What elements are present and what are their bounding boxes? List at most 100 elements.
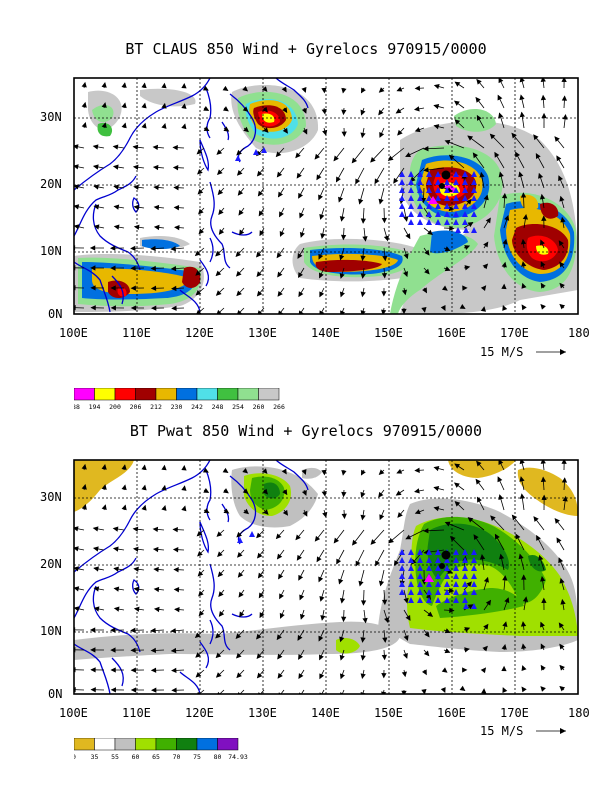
panel2-wind-arrowhead	[299, 613, 306, 620]
panel2-wind-arrowhead	[421, 689, 427, 694]
panel2-wind-vector	[114, 568, 125, 571]
panel2-gyreloc-triangle	[471, 589, 477, 595]
panel2-wind-arrowhead	[172, 526, 178, 533]
panel1-wind-arrowhead	[476, 114, 482, 121]
panel2-wind-vector	[443, 569, 453, 574]
panel1-gyreloc-triangle	[444, 195, 450, 201]
panel1-wind-vector	[340, 307, 345, 314]
panel2-wind-vector	[483, 646, 488, 651]
panel2-wind-arrowhead	[519, 493, 526, 499]
panel2-wind-vector	[483, 577, 489, 591]
panel2-wind-arrowhead	[444, 521, 451, 527]
panel1-wind-arrowhead	[141, 82, 147, 89]
panel1-wind-arrowhead	[302, 128, 308, 135]
panel2-wind-vector	[318, 629, 325, 641]
panel1-wind-vector	[379, 187, 385, 204]
panel2-wind-arrowhead	[320, 615, 326, 621]
panel1-ytick-10n: 10N	[40, 244, 62, 258]
panel2-wind-vector	[133, 548, 145, 551]
panel1-wind-arrowhead	[497, 94, 503, 101]
panel1-wind-arrowhead	[562, 114, 568, 120]
panel2-gyreloc-triangle	[408, 565, 414, 571]
panel2-wind-arrowhead	[197, 550, 203, 557]
panel1-wind-vector	[423, 267, 430, 275]
panel1-gyreloc-triangle	[408, 179, 414, 185]
panel1-xtick-170e: 170E	[500, 326, 529, 340]
panel2-wind-vector	[454, 463, 465, 471]
panel2-wind-arrowhead	[153, 566, 159, 573]
panel2-wind-vector	[512, 514, 525, 531]
panel2-wind-vector	[396, 489, 405, 496]
panel2-gyreloc-triangle	[435, 557, 441, 563]
panel2-wind-arrowhead	[81, 463, 87, 470]
panel2-wind-arrowhead	[449, 607, 455, 613]
panel2-wind-arrowhead	[74, 606, 80, 612]
panel2-colorbar-swatch	[217, 738, 239, 751]
panel1-wind-vector	[295, 147, 305, 158]
panel1-wind-vector	[171, 287, 185, 290]
panel2-xtick-160e: 160E	[437, 706, 466, 720]
panel2-wind-arrowhead	[341, 491, 347, 498]
panel2-wind-arrowhead	[202, 467, 209, 473]
panel1-wind-arrowhead	[74, 204, 80, 210]
panel2-wind-arrowhead	[150, 667, 157, 673]
panel1-wind-vector	[237, 307, 245, 314]
panel1-wind-arrowhead	[81, 122, 87, 128]
panel1-wind-vector	[223, 127, 229, 132]
panel1-wind-arrowhead	[554, 136, 560, 142]
panel2-wind-arrowhead	[381, 691, 387, 694]
panel2-wind-vector	[434, 507, 445, 511]
panel1-wind-arrowhead	[479, 171, 485, 178]
panel1-wind-vector	[263, 127, 269, 133]
panel2-wind-vector	[259, 609, 265, 618]
panel2-wind-arrowhead	[559, 577, 565, 584]
panel2-wind-vector	[542, 477, 545, 491]
panel1-wind-vector	[396, 107, 405, 114]
panel1-wind-vector	[256, 247, 265, 258]
panel2-wind-arrowhead	[338, 578, 344, 585]
panel2-wind-vector	[93, 547, 105, 551]
panel1-wind-arrowhead	[519, 94, 525, 101]
panel1-wind-vector	[343, 107, 345, 115]
panel1-wind-arrowhead	[501, 261, 507, 268]
panel1-wind-arrowhead	[74, 144, 79, 150]
panel1-gyreloc-triangle	[426, 187, 432, 193]
panel2-wind-arrowhead	[321, 490, 327, 497]
panel2-wind-vector	[476, 461, 485, 471]
panel1-wind-arrowhead	[74, 265, 76, 271]
panel1-wind-arrowhead	[257, 190, 264, 197]
panel1-wind-arrowhead	[277, 290, 283, 297]
panel1-wind-vector	[542, 95, 545, 109]
panel1-wind-vector	[541, 194, 545, 209]
panel1-wind-arrowhead	[152, 144, 159, 151]
panel2-wind-vector	[103, 464, 106, 471]
panel2-wind-vector	[497, 476, 505, 491]
panel2-wind-vector	[303, 489, 307, 496]
panel2-wind-vector	[171, 669, 185, 672]
panel1-wind-arrowhead	[279, 211, 284, 218]
panel1-wind-arrowhead	[243, 126, 249, 133]
panel2-wind-vector	[195, 669, 205, 678]
panel1-wind-arrowhead	[318, 253, 324, 260]
panel2-wind-arrowhead	[444, 648, 451, 654]
panel2-wind-vector	[563, 478, 566, 491]
panel1-wind-vector	[216, 287, 225, 296]
panel1-wind-arrowhead	[242, 106, 249, 112]
panel1-wind-arrowhead	[421, 307, 427, 313]
panel2-wind-vector	[283, 489, 288, 495]
panel1-wind-arrowhead	[195, 270, 201, 276]
panel2-wind-arrowhead	[121, 484, 127, 491]
panel2-wind-vector	[362, 689, 365, 694]
panel2-wind-arrowhead	[74, 546, 79, 552]
panel2-wind-vector	[195, 649, 205, 658]
panel1-gyreloc-triangle	[471, 227, 477, 233]
panel2-gyreloc-triangle	[417, 573, 423, 579]
panel1-wind-vector	[298, 287, 305, 297]
panel2-wind-vector	[296, 549, 305, 561]
panel1-gyreloc-triangle	[462, 211, 468, 217]
panel2-wind-vector	[171, 629, 185, 632]
panel2-wind-arrowhead	[467, 517, 474, 523]
panel1-wind-arrowhead	[256, 271, 262, 278]
panel1-wind-vector	[443, 247, 450, 251]
panel2-wind-vector	[481, 554, 485, 571]
